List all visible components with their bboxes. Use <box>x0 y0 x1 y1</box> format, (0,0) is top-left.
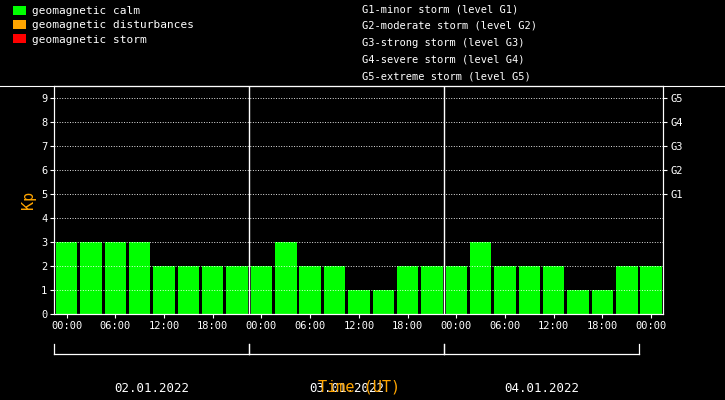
Bar <box>324 266 345 314</box>
Bar <box>178 266 199 314</box>
Y-axis label: Kp: Kp <box>20 191 36 209</box>
Bar <box>348 290 370 314</box>
Bar <box>373 290 394 314</box>
Bar <box>446 266 467 314</box>
Bar <box>56 242 78 314</box>
Bar <box>153 266 175 314</box>
Text: G3-strong storm (level G3): G3-strong storm (level G3) <box>362 38 525 48</box>
Bar <box>592 290 613 314</box>
Text: 04.01.2022: 04.01.2022 <box>504 382 579 395</box>
Bar <box>129 242 150 314</box>
Text: G4-severe storm (level G4): G4-severe storm (level G4) <box>362 55 525 65</box>
Bar <box>568 290 589 314</box>
Text: G2-moderate storm (level G2): G2-moderate storm (level G2) <box>362 21 537 31</box>
Bar <box>251 266 272 314</box>
Bar <box>470 242 492 314</box>
Bar <box>543 266 565 314</box>
Legend: geomagnetic calm, geomagnetic disturbances, geomagnetic storm: geomagnetic calm, geomagnetic disturbanc… <box>13 6 194 45</box>
Bar <box>397 266 418 314</box>
Bar <box>299 266 321 314</box>
Bar <box>80 242 102 314</box>
Bar <box>104 242 126 314</box>
Text: Time (UT): Time (UT) <box>318 379 400 394</box>
Bar <box>494 266 515 314</box>
Bar <box>226 266 248 314</box>
Bar <box>518 266 540 314</box>
Bar <box>275 242 297 314</box>
Bar <box>640 266 662 314</box>
Text: G5-extreme storm (level G5): G5-extreme storm (level G5) <box>362 71 531 81</box>
Text: 03.01.2022: 03.01.2022 <box>309 382 384 395</box>
Text: 02.01.2022: 02.01.2022 <box>115 382 189 395</box>
Bar <box>421 266 443 314</box>
Text: G1-minor storm (level G1): G1-minor storm (level G1) <box>362 4 519 14</box>
Bar <box>616 266 637 314</box>
Bar <box>202 266 223 314</box>
